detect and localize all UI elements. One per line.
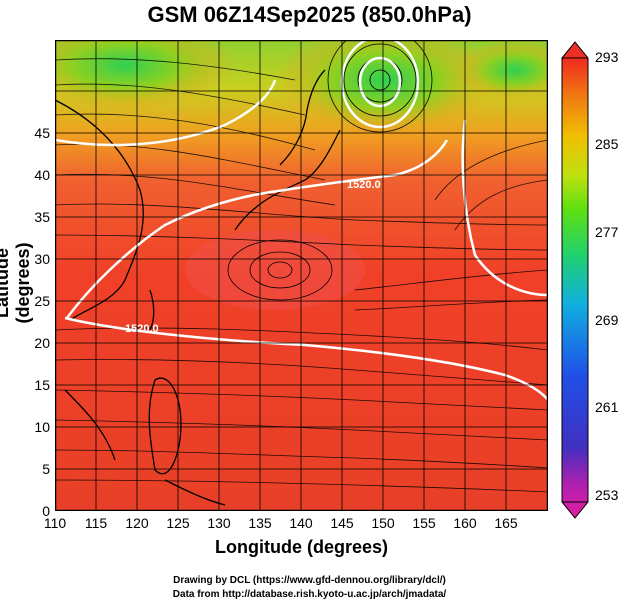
- plot-frame: [55, 40, 548, 511]
- colorbar-tick: 261: [595, 399, 619, 415]
- x-tick: 165: [494, 515, 518, 531]
- x-tick: 110: [43, 515, 67, 531]
- y-tick: 5: [42, 461, 50, 477]
- y-tick: 20: [34, 335, 50, 351]
- y-tick: 30: [34, 251, 50, 267]
- x-tick: 160: [453, 515, 477, 531]
- x-tick: 115: [84, 515, 108, 531]
- x-tick: 140: [289, 515, 313, 531]
- x-tick: 135: [248, 515, 272, 531]
- lat-lon-grid: [55, 40, 548, 511]
- colorbar-tick: 253: [595, 487, 619, 503]
- x-axis-label: Longitude (degrees): [214, 537, 388, 557]
- page-title: GSM 06Z14Sep2025 (850.0hPa): [147, 2, 472, 27]
- credit-line: Drawing by DCL (https://www.gfd-dennou.o…: [173, 575, 446, 586]
- y-tick: 0: [42, 503, 50, 519]
- x-tick: 130: [207, 515, 231, 531]
- contour-label: 1520.0: [347, 179, 381, 191]
- y-tick: 10: [34, 419, 50, 435]
- y-tick: 15: [34, 377, 50, 393]
- y-tick: 25: [34, 293, 50, 309]
- x-tick: 125: [166, 515, 190, 531]
- colorbar-tick: 293: [595, 49, 619, 65]
- x-tick: 120: [125, 515, 149, 531]
- cool-region-east: [455, 40, 548, 100]
- warm-region: [185, 230, 365, 310]
- cyclone-streamlines: [327, 40, 433, 133]
- x-tick: 155: [412, 515, 436, 531]
- cool-region-cyclone: [275, 40, 495, 135]
- x-tick: 145: [330, 515, 354, 531]
- geopotential-contours: [55, 40, 548, 401]
- credit-line: Data from http://database.rish.kyoto-u.a…: [172, 589, 447, 600]
- y-tick: 40: [34, 167, 50, 183]
- contour-label: 1520.0: [125, 323, 159, 335]
- anticyclone-streamlines: [227, 239, 333, 301]
- x-tick: 150: [371, 515, 395, 531]
- map-plot: 1520.0 1520.0: [55, 40, 548, 511]
- y-tick: 45: [34, 125, 50, 141]
- y-tick: 35: [34, 209, 50, 225]
- colorbar: [561, 41, 589, 519]
- colorbar-tick: 285: [595, 136, 619, 152]
- colorbar-tick: 277: [595, 224, 619, 240]
- wind-streamlines: [55, 58, 548, 493]
- colorbar-tick: 269: [595, 312, 619, 328]
- y-axis-label: Latitude (degrees): [0, 242, 33, 324]
